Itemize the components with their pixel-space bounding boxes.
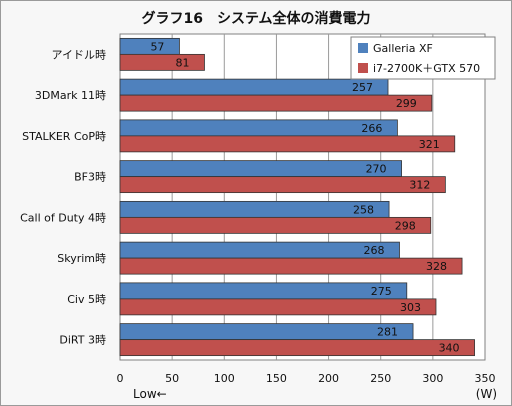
category-label: Call of Duty 4時 (20, 211, 106, 224)
bar-i7 (119, 135, 456, 153)
x-tick-label: 0 (117, 372, 124, 385)
legend-box (350, 36, 496, 80)
data-label: 258 (353, 203, 374, 216)
x-tick-label: 350 (475, 372, 496, 385)
bar-i7 (119, 53, 205, 71)
data-label: 268 (363, 244, 384, 257)
bar-galleria (119, 282, 408, 300)
data-label: 340 (439, 342, 460, 355)
data-label: 281 (377, 326, 398, 339)
legend-swatch-i7 (358, 63, 368, 73)
category-label: アイドル時 (52, 48, 106, 61)
bar-galleria (119, 160, 402, 178)
bar-i7 (119, 257, 463, 275)
data-label: 257 (352, 81, 373, 94)
unit-label: (W) (476, 387, 497, 401)
x-tick-label: 150 (266, 372, 287, 385)
category-labels: アイドル時 3DMark 11時 STALKER CoP時 BF3時 Call of D… (20, 48, 106, 346)
x-tick-label: 50 (165, 372, 179, 385)
data-label: 81 (175, 56, 189, 69)
chart-title: グラフ16 システム全体の消費電力 (141, 10, 370, 27)
legend-swatch-galleria (358, 43, 368, 53)
bar-galleria (119, 119, 398, 137)
bars (119, 37, 475, 357)
category-label: DiRT 3時 (59, 334, 106, 347)
bar-galleria (119, 241, 400, 259)
bar-i7 (119, 298, 437, 316)
x-tick-label: 200 (318, 372, 339, 385)
bar-i7 (119, 94, 433, 112)
legend-label-i7: i7-2700K＋GTX 570 (373, 62, 480, 75)
legend: Galleria XF i7-2700K＋GTX 570 (350, 36, 496, 80)
bar-i7 (119, 176, 446, 194)
x-tick-label: 250 (370, 372, 391, 385)
footer-low-label: Low← (133, 387, 167, 401)
data-label: 270 (366, 163, 387, 176)
category-label: Civ 5時 (67, 293, 106, 306)
data-label: 299 (396, 97, 417, 110)
data-label: 312 (409, 179, 430, 192)
data-labels: 57 81 257 299 266 321 270 312 258 298 268 328 275 303… (150, 40, 459, 354)
x-tick-label: 300 (422, 372, 443, 385)
data-label: 266 (361, 122, 382, 135)
bar-galleria (119, 78, 389, 96)
bar-i7 (119, 339, 475, 357)
legend-label-galleria: Galleria XF (373, 42, 433, 55)
data-label: 321 (419, 138, 440, 151)
x-axis-ticks: 0 50 100 150 200 250 300 350 (117, 372, 496, 385)
data-label: 275 (371, 285, 392, 298)
data-label: 328 (426, 260, 447, 273)
category-label: BF3時 (74, 171, 106, 184)
category-label: Skyrim時 (57, 252, 106, 265)
category-label: STALKER CoP時 (22, 130, 106, 143)
category-label: 3DMark 11時 (35, 89, 106, 102)
data-label: 57 (150, 40, 164, 53)
bar-i7 (119, 216, 432, 234)
bar-galleria (119, 323, 414, 341)
data-label: 303 (400, 301, 421, 314)
bar-galleria (119, 200, 390, 218)
x-tick-label: 100 (214, 372, 235, 385)
data-label: 298 (395, 219, 416, 232)
